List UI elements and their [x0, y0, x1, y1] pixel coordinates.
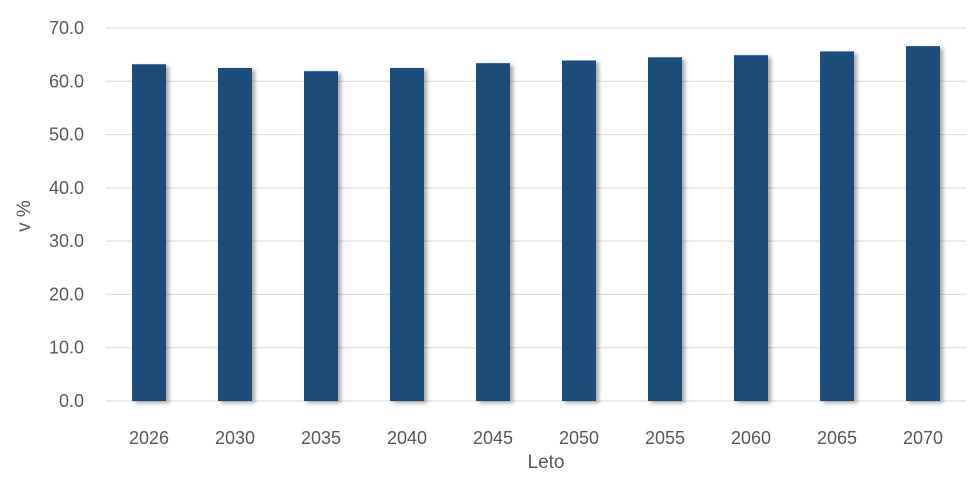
x-tick-label: 2030: [215, 428, 255, 448]
y-tick-label: 30.0: [49, 231, 84, 251]
bar-2026: [132, 64, 166, 401]
bar-2050: [562, 60, 596, 402]
bar-2055: [648, 57, 682, 402]
x-tick-label: 2055: [645, 428, 685, 448]
bar-2035: [304, 71, 338, 401]
x-axis-title: Leto: [528, 452, 565, 473]
y-tick-label: 40.0: [49, 178, 84, 198]
y-tick-label: 10.0: [49, 338, 84, 358]
y-tick-label: 50.0: [49, 125, 84, 145]
bar-2065: [820, 51, 854, 402]
bar-2070: [906, 46, 940, 402]
x-tick-label: 2050: [559, 428, 599, 448]
x-tick-label: 2035: [301, 428, 341, 448]
bar-2030: [218, 67, 252, 401]
x-tick-label: 2060: [731, 428, 771, 448]
y-tick-label: 20.0: [49, 284, 84, 304]
x-tick-label: 2040: [387, 428, 427, 448]
y-tick-label: 60.0: [49, 71, 84, 91]
x-tick-label: 2065: [817, 428, 857, 448]
x-axis-ticks: 2026 2030 2035 2040 2045 2050 2055 2060 2065 2070: [129, 428, 943, 448]
y-tick-label: 0.0: [59, 391, 84, 411]
x-tick-label: 2070: [903, 428, 943, 448]
y-tick-label: 70.0: [49, 18, 84, 38]
bar-2045: [476, 63, 510, 401]
bars: [132, 46, 940, 402]
y-axis-ticks: 0.0 10.0 20.0 30.0 40.0 50.0 60.0 70.0: [49, 18, 84, 411]
y-axis-title: v %: [14, 200, 35, 232]
x-tick-label: 2045: [473, 428, 513, 448]
bar-2060: [734, 55, 768, 401]
x-tick-label: 2026: [129, 428, 169, 448]
bar-2040: [390, 67, 424, 401]
